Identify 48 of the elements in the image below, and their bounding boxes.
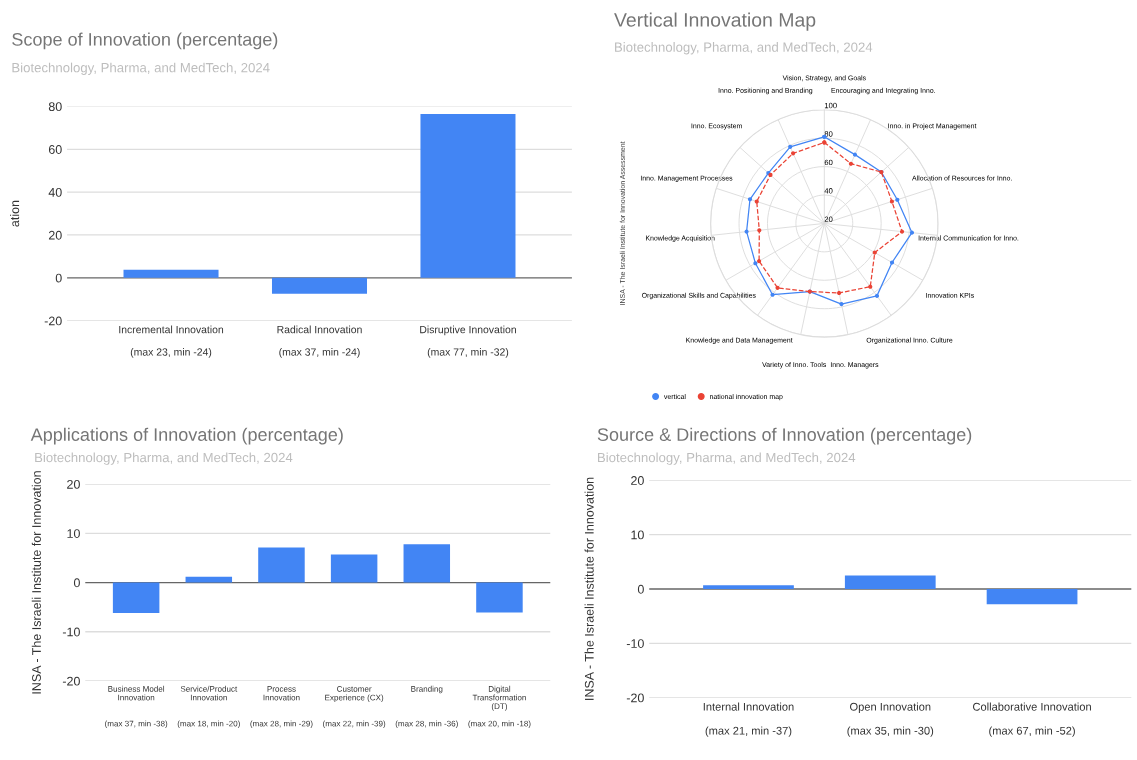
y-tick-label: -20 [62,676,80,686]
y-tick-label: 60 [48,145,62,154]
y-tick-label: 10 [631,530,644,540]
y-tick-label: 80 [48,102,62,112]
category-label: Open Innovation (max 35, min -30) [847,702,934,737]
y-tick-label: -10 [626,639,644,648]
bar [330,554,378,583]
category-label: Radical Innovation (max 37, min -24) [277,325,362,358]
y-axis-title: ation [10,200,20,227]
y-tick-label: 20 [631,476,644,485]
bar [185,576,233,583]
category-label: Process Innovation (max 28, min -29) [250,686,313,729]
chart-subtitle: Biotechnology, Pharma, and MedTech, 2024 [598,452,856,465]
bar [403,544,451,583]
chart-title: Source & Directions of Innovation (percentage) [597,427,972,445]
y-tick-label: -10 [62,627,80,637]
category-label: Disruptive Innovation (max 77, min -32) [420,325,516,358]
bar [420,114,516,278]
y-tick-label: 20 [67,479,80,489]
y-tick-label: -20 [44,316,62,326]
category-label: Collaborative Innovation (max 67, min -52) [973,702,1091,737]
y-tick-label: 0 [55,273,62,283]
y-tick-label: 0 [637,584,644,594]
chart-subtitle: Biotechnology, Pharma, and MedTech, 2024 [615,42,873,55]
bar [112,582,160,614]
chart-subtitle: Biotechnology, Pharma, and MedTech, 2024 [12,62,270,75]
chart-title: Vertical Innovation Map [614,12,816,31]
y-axis-title: INSA - The Israeli Institute for Innovation [584,477,594,700]
category-label: Incremental Innovation (max 23, min -24) [119,325,224,358]
chart-title: Scope of Innovation (percentage) [12,32,278,50]
bar [258,547,305,583]
y-tick-label: 40 [48,187,62,197]
y-tick-label: 0 [73,578,80,588]
category-label: Internal Innovation (max 21, min -37) [703,702,794,737]
y-axis-title: INSA - The Israeli Institute for Innovation [31,471,41,694]
category-label: Customer Experience (CX) (max 22, min -39) [323,686,386,729]
category-label: Service/Product Innovation (max 18, min -20) [177,685,240,729]
bar [123,269,219,278]
category-label: Branding (max 28, min -36) [395,685,458,729]
chart-subtitle: Biotechnology, Pharma, and MedTech, 2024 [35,452,293,465]
chart-title: Applications of Innovation (percentage) [30,427,343,445]
category-label: Digital Transformation (DT) (max 20, min -18) [468,685,531,729]
y-tick-label: 10 [67,529,80,538]
bar [476,582,523,613]
category-label: Business Model Innovation (max 37, min -38) [105,685,168,729]
y-tick-label: -20 [626,693,644,703]
bar [271,277,368,294]
y-tick-label: 20 [48,230,62,240]
